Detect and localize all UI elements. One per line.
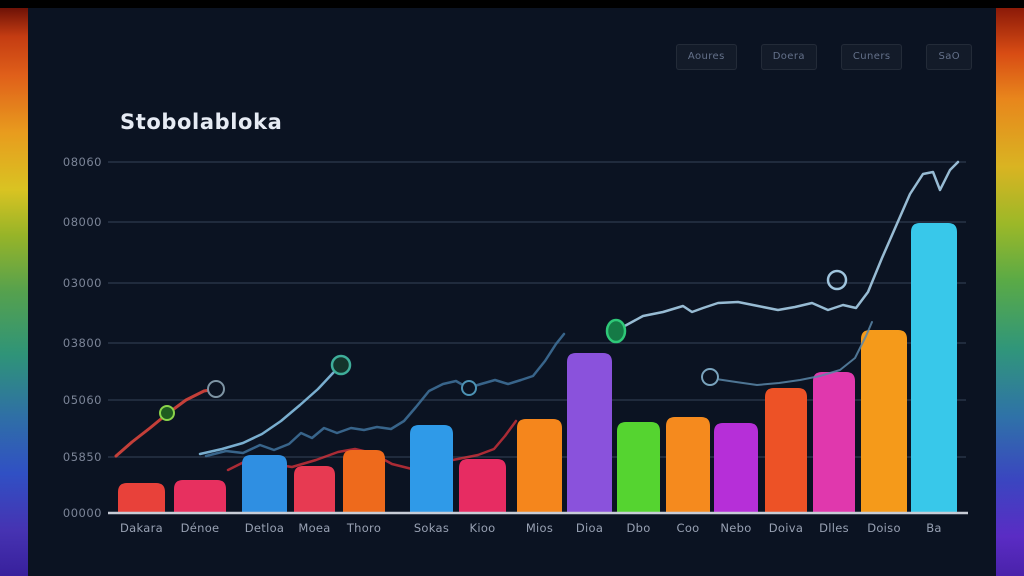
y-tick-label: 03800 xyxy=(63,336,102,350)
red-rise-line xyxy=(114,387,218,458)
bar xyxy=(567,353,612,513)
open-ring-marker-3 xyxy=(826,269,848,291)
x-category-label: Doiso xyxy=(867,521,901,535)
x-category-label: Detloa xyxy=(245,521,285,535)
lower-right-line xyxy=(715,321,873,386)
x-category-label: Doiva xyxy=(769,521,803,535)
header-button-1[interactable]: Aoures xyxy=(675,44,737,70)
x-category-label: Thoro xyxy=(346,521,381,535)
x-category-label: Ba xyxy=(926,521,942,535)
chart-title: Stobolabloka xyxy=(120,110,283,134)
teal-ring-marker xyxy=(330,354,352,376)
y-tick-label: 00000 xyxy=(63,506,102,520)
bar xyxy=(617,422,660,513)
bar xyxy=(765,388,807,513)
header-button-4[interactable]: SaO xyxy=(926,44,972,70)
x-category-label: Mios xyxy=(526,521,553,535)
x-category-label: Dlles xyxy=(819,521,849,535)
open-ring-marker-2 xyxy=(701,368,719,386)
x-category-label: Nebo xyxy=(720,521,751,535)
bar xyxy=(517,419,562,513)
y-tick-label: 05060 xyxy=(63,393,102,407)
header-button-2[interactable]: Doera xyxy=(760,44,817,70)
rainbow-gradient-strip-left xyxy=(0,8,28,576)
small-ring-marker xyxy=(461,380,477,396)
cyan-rise-line xyxy=(198,364,342,456)
y-tick-label: 08060 xyxy=(63,155,102,169)
open-ring-marker xyxy=(207,380,225,398)
blue-wiggle-line xyxy=(204,332,566,458)
y-tick-label: 03000 xyxy=(63,276,102,290)
x-category-label: Kioo xyxy=(469,521,495,535)
header-button-3[interactable]: Cuners xyxy=(840,44,903,70)
bar xyxy=(343,450,385,513)
bar xyxy=(813,372,855,513)
x-category-label: Coo xyxy=(676,521,699,535)
bar xyxy=(666,417,710,513)
x-category-label: Dbo xyxy=(626,521,650,535)
green-dot-marker xyxy=(159,405,175,421)
bar xyxy=(174,480,226,513)
green-oval-marker xyxy=(605,318,627,344)
y-tick-label: 08000 xyxy=(63,215,102,229)
bar xyxy=(294,466,335,513)
upper-right-line xyxy=(619,160,960,330)
x-category-label: Dénoe xyxy=(181,521,220,535)
y-tick-label: 05850 xyxy=(63,450,102,464)
x-category-label: Dioa xyxy=(576,521,603,535)
bar xyxy=(242,455,287,513)
x-category-label: Sokas xyxy=(414,521,449,535)
x-category-label: Dakara xyxy=(120,521,163,535)
bar xyxy=(459,459,506,513)
bar xyxy=(714,423,758,513)
bar xyxy=(861,330,907,513)
x-category-label: Moea xyxy=(298,521,330,535)
header-button-row: Aoures Doera Cuners SaO xyxy=(675,44,972,70)
bar xyxy=(410,425,453,513)
bar xyxy=(911,223,957,513)
bar xyxy=(118,483,165,513)
rainbow-gradient-strip-right xyxy=(996,8,1024,576)
